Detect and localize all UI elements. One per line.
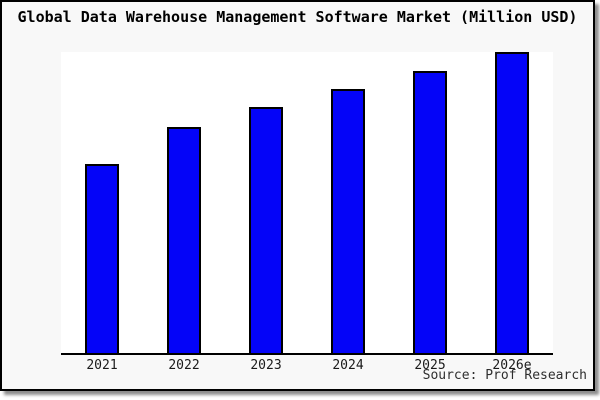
plot-area — [61, 52, 553, 355]
x-tick-label-2022: 2022 — [168, 358, 200, 373]
x-tick-label-2021: 2021 — [86, 358, 118, 373]
bar-2026e — [495, 52, 529, 353]
x-tick-label-2026e: 2026e — [492, 358, 532, 373]
bar-2021 — [85, 164, 119, 353]
x-tick-label-2023: 2023 — [250, 358, 282, 373]
chart-title: Global Data Warehouse Management Softwar… — [17, 8, 578, 26]
x-tick-label-2025: 2025 — [414, 358, 446, 373]
x-axis-labels: 2021 2022 2023 2024 2025 2026e — [61, 358, 553, 374]
bar-2022 — [167, 127, 201, 353]
chart-panel: Global Data Warehouse Management Softwar… — [0, 0, 595, 391]
bar-2025 — [413, 71, 447, 353]
source-caption: Source: Prof Research — [422, 368, 587, 383]
bar-2024 — [331, 89, 365, 353]
bar-2023 — [249, 107, 283, 353]
x-tick-label-2024: 2024 — [332, 358, 364, 373]
